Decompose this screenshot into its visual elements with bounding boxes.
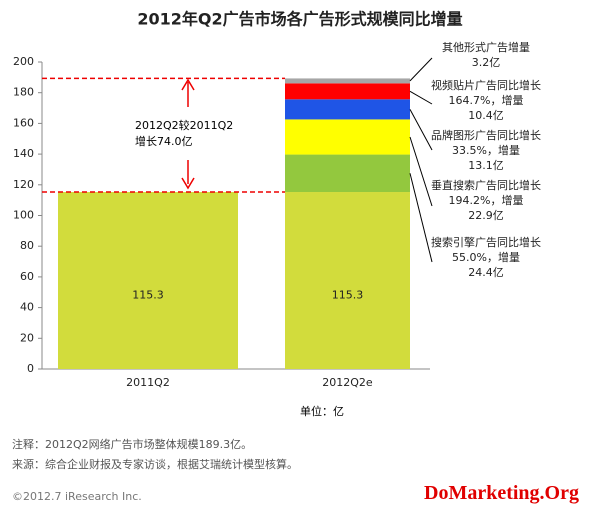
note: 注释：2012Q2网络广告市场整体规模189.3亿。 bbox=[12, 438, 253, 451]
bar-segment bbox=[285, 154, 410, 193]
bar-segment bbox=[285, 78, 410, 84]
arrow-head bbox=[181, 177, 195, 190]
bar-segment bbox=[58, 192, 238, 369]
bar-segment bbox=[285, 192, 410, 369]
segment-annotation: 视频贴片广告同比增长164.7%，增量 10.4亿 bbox=[425, 78, 547, 123]
segment-annotation: 品牌图形广告同比增长33.5%，增量 13.1亿 bbox=[425, 128, 547, 173]
x-tick-label: 2012Q2e bbox=[322, 376, 373, 389]
value-label: 115.3 bbox=[332, 289, 364, 302]
segment-value-label: 24.4亿 bbox=[468, 266, 504, 279]
bar-segment bbox=[285, 83, 410, 100]
watermark: DoMarketing.Org bbox=[424, 482, 579, 504]
copyright: ©2012.7 iResearch Inc. bbox=[12, 490, 142, 503]
connector bbox=[409, 173, 433, 263]
segment-name: 视频贴片广告同比增长164.7%，增量 bbox=[431, 79, 541, 107]
y-tick-label: 120 bbox=[13, 178, 34, 191]
segment-annotation: 垂直搜索广告同比增长194.2%，增量 22.9亿 bbox=[425, 178, 547, 223]
segment-name: 品牌图形广告同比增长33.5%，增量 bbox=[431, 129, 541, 157]
segment-name: 搜索引擎广告同比增长55.0%，增量 bbox=[431, 236, 541, 264]
bar-segment bbox=[285, 119, 410, 155]
y-tick-label: 140 bbox=[13, 147, 34, 160]
y-tick-label: 40 bbox=[20, 301, 34, 314]
bar-segment bbox=[285, 99, 410, 120]
connector bbox=[409, 136, 433, 207]
segment-annotation: 搜索引擎广告同比增长55.0%，增量 24.4亿 bbox=[425, 235, 547, 280]
connector bbox=[409, 57, 433, 82]
segment-value-label: 22.9亿 bbox=[468, 209, 504, 222]
y-tick-label: 160 bbox=[13, 116, 34, 129]
connector bbox=[409, 109, 433, 151]
value-label: 115.3 bbox=[132, 289, 164, 302]
connector bbox=[409, 90, 433, 105]
segment-name: 垂直搜索广告同比增长194.2%，增量 bbox=[431, 179, 541, 207]
y-tick-label: 0 bbox=[27, 362, 34, 375]
unit-label: 单位：亿 bbox=[300, 405, 344, 418]
y-tick-label: 100 bbox=[13, 209, 34, 222]
annotation: 2012Q2较2011Q2增长74.0亿 bbox=[135, 119, 234, 148]
y-tick-label: 180 bbox=[13, 86, 34, 99]
segment-value-label: 10.4亿 bbox=[468, 109, 504, 122]
segment-value-label: 3.2亿 bbox=[471, 56, 501, 69]
segment-annotation: 其他形式广告增量 3.2亿 bbox=[425, 40, 547, 70]
x-tick-label: 2011Q2 bbox=[126, 376, 170, 389]
y-tick-label: 20 bbox=[20, 331, 34, 344]
arrow-head bbox=[181, 78, 195, 91]
y-tick-label: 80 bbox=[20, 239, 34, 252]
source: 来源：综合企业财报及专家访谈，根据艾瑞统计模型核算。 bbox=[12, 458, 298, 471]
segment-name: 其他形式广告增量 bbox=[442, 41, 530, 54]
chart-title: 2012年Q2广告市场各广告形式规模同比增量 bbox=[137, 10, 462, 29]
segment-value-label: 13.1亿 bbox=[468, 159, 504, 172]
y-tick-label: 200 bbox=[13, 55, 34, 68]
y-tick-label: 60 bbox=[20, 270, 34, 283]
